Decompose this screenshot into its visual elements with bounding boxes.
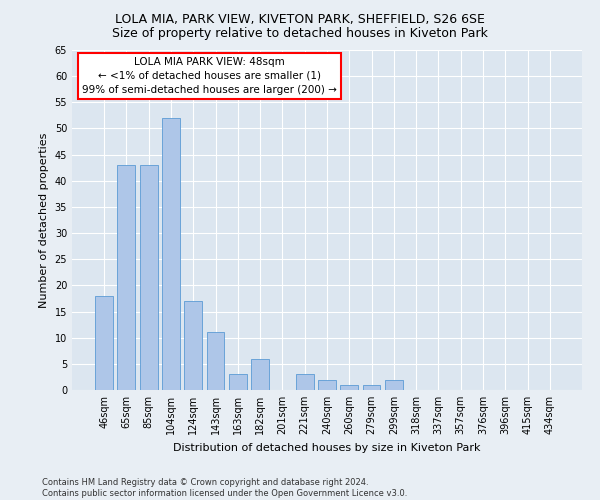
Bar (229, 374, 247, 390)
Bar (318, 380, 336, 390)
Bar (184, 301, 202, 390)
Text: Contains HM Land Registry data © Crown copyright and database right 2024.
Contai: Contains HM Land Registry data © Crown c… (42, 478, 407, 498)
Bar (95, 296, 113, 390)
Bar (206, 332, 224, 390)
Bar (118, 165, 136, 390)
Text: LOLA MIA, PARK VIEW, KIVETON PARK, SHEFFIELD, S26 6SE: LOLA MIA, PARK VIEW, KIVETON PARK, SHEFF… (115, 12, 485, 26)
X-axis label: Distribution of detached houses by size in Kiveton Park: Distribution of detached houses by size … (173, 442, 481, 452)
Bar (296, 374, 314, 390)
Bar (140, 165, 158, 390)
Bar (362, 385, 380, 390)
Bar (162, 118, 180, 390)
Bar (251, 358, 269, 390)
Bar (340, 385, 358, 390)
Bar (385, 380, 403, 390)
Text: Size of property relative to detached houses in Kiveton Park: Size of property relative to detached ho… (112, 28, 488, 40)
Text: LOLA MIA PARK VIEW: 48sqm
← <1% of detached houses are smaller (1)
99% of semi-d: LOLA MIA PARK VIEW: 48sqm ← <1% of detac… (82, 57, 337, 95)
Y-axis label: Number of detached properties: Number of detached properties (39, 132, 49, 308)
